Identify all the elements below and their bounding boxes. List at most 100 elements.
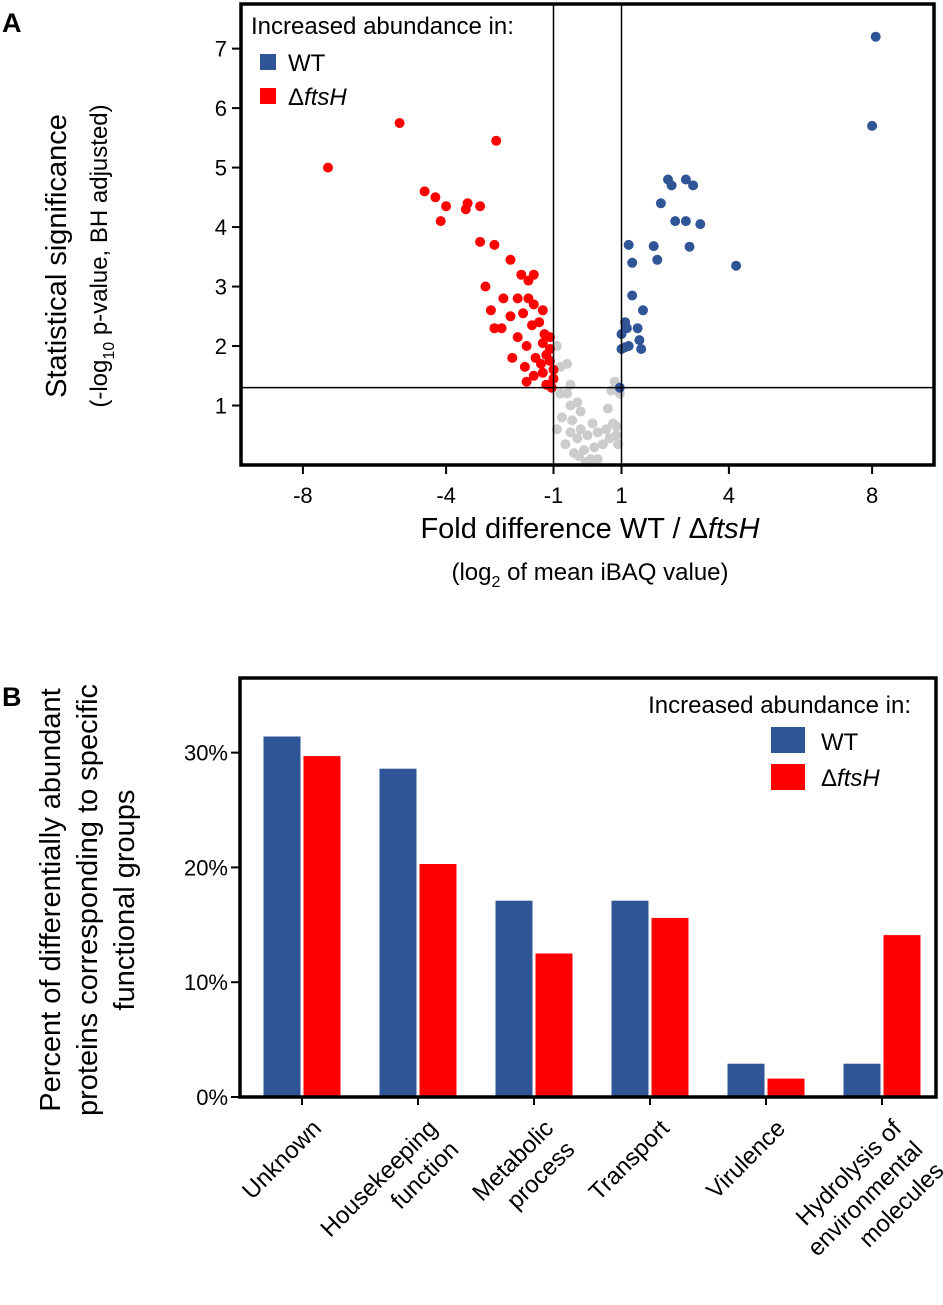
point-not-significant (565, 427, 576, 438)
category-label: Virulence (701, 1115, 791, 1205)
bar-wt (611, 900, 649, 1097)
point-not-significant (611, 421, 622, 432)
point-not-significant (565, 400, 576, 411)
point-not-significant (602, 403, 613, 414)
point-wt (636, 344, 647, 354)
y-tick-label: 30% (184, 741, 228, 766)
point-ftsh (475, 236, 486, 247)
point-wt (731, 260, 742, 271)
bar-legend-label-wt: WT (821, 729, 859, 756)
point-ftsh (475, 201, 486, 212)
point-wt (867, 120, 878, 131)
point-wt (632, 323, 643, 334)
point-ftsh (537, 338, 548, 349)
point-wt (680, 216, 691, 227)
bar-ftsh (883, 935, 921, 1097)
x-tick-label: -1 (544, 483, 564, 508)
bar-legend-swatch-wt (771, 727, 805, 753)
bar-y-axis: 0% 10% 20% 30% (184, 741, 240, 1110)
point-wt (695, 219, 706, 230)
volcano-y-axis: 1 2 3 4 5 6 7 (215, 37, 241, 419)
x-title-text: Fold difference WT / (420, 513, 688, 545)
y-tick-label: 1 (215, 394, 227, 419)
bar-legend-swatch-ftsh (771, 764, 805, 790)
bar-y-title-line-1: Percent of differentially abundant (35, 688, 67, 1111)
point-ftsh (441, 201, 452, 212)
bar-wt (727, 1063, 765, 1097)
point-ftsh (323, 162, 333, 173)
bar-wt (379, 768, 417, 1097)
x-subtitle-text: (log (451, 559, 491, 586)
point-wt (627, 290, 638, 301)
point-not-significant (589, 442, 600, 453)
point-ftsh (496, 323, 507, 334)
panel-a-label: A (2, 8, 22, 38)
volcano-legend-swatch-wt (260, 54, 276, 70)
point-ftsh (537, 305, 548, 316)
point-ftsh (536, 358, 546, 369)
point-wt (652, 254, 663, 265)
category-label-line: Virulence (701, 1115, 791, 1205)
y-tick-label: 10% (184, 970, 228, 995)
point-not-significant (575, 406, 586, 417)
volcano-legend-label-wt: WT (288, 50, 326, 77)
category-label-line: Unknown (237, 1115, 327, 1205)
point-not-significant (551, 424, 562, 435)
x-tick-label: 4 (723, 483, 735, 508)
point-not-significant (587, 418, 598, 429)
point-ftsh (518, 308, 529, 319)
point-ftsh (394, 118, 405, 128)
point-not-significant (575, 424, 586, 435)
y-subtitle-sub: 10 (101, 342, 118, 360)
y-tick-label: 5 (215, 156, 227, 181)
point-wt (684, 241, 695, 252)
volcano-legend-title: Increased abundance in: (251, 13, 514, 40)
bar-chart-frame (238, 676, 938, 1099)
x-subtitle-rest: of mean iBAQ value) (500, 559, 728, 586)
y-tick-label: 6 (215, 96, 227, 121)
point-ftsh (507, 352, 518, 363)
point-wt (666, 180, 677, 191)
point-ftsh (498, 293, 509, 304)
point-wt (638, 305, 648, 316)
y-tick-label: 2 (215, 334, 227, 359)
point-ftsh (544, 332, 555, 343)
point-wt (623, 239, 634, 250)
point-ftsh (480, 281, 491, 292)
x-tick-label: 8 (866, 483, 878, 508)
y-subtitle-text: (-log (86, 360, 113, 408)
point-wt (627, 257, 638, 268)
bar-wt (263, 736, 301, 1097)
point-not-significant (582, 430, 593, 441)
volcano-legend-swatch-ftsh (260, 88, 276, 104)
x-tick-label: 1 (615, 483, 627, 508)
point-ftsh (527, 320, 537, 331)
point-ftsh (460, 204, 471, 215)
category-label: Transport (584, 1115, 675, 1206)
point-wt (634, 335, 645, 346)
point-ftsh (516, 269, 527, 280)
y-tick-label: 4 (215, 215, 227, 240)
volcano-plot-frame (239, 2, 936, 467)
category-label: Metabolicprocess (467, 1115, 580, 1228)
bar-y-title-line-3: functional groups (109, 790, 141, 1011)
delta-symbol: Δ (689, 513, 708, 545)
point-not-significant (592, 454, 603, 465)
point-not-significant (572, 433, 583, 444)
category-label: Hydrolysis ofenvironmentalmolecules (781, 1115, 943, 1283)
gene-name: ftsH (708, 513, 760, 545)
volcano-x-axis: -8 -4 -1 1 4 8 (293, 465, 878, 508)
point-ftsh (544, 355, 555, 366)
point-not-significant (567, 415, 578, 426)
category-label: Unknown (237, 1115, 327, 1205)
bar-legend-label-ftsh: ΔftsH (821, 765, 880, 792)
y-tick-label: 0% (196, 1085, 228, 1110)
point-ftsh (419, 186, 430, 197)
point-wt (870, 31, 881, 42)
point-ftsh (505, 311, 516, 322)
volcano-y-title: Statistical significance (41, 114, 73, 398)
point-not-significant (592, 427, 603, 438)
bar-ftsh (651, 917, 689, 1097)
gene-name: ftsH (837, 765, 880, 792)
